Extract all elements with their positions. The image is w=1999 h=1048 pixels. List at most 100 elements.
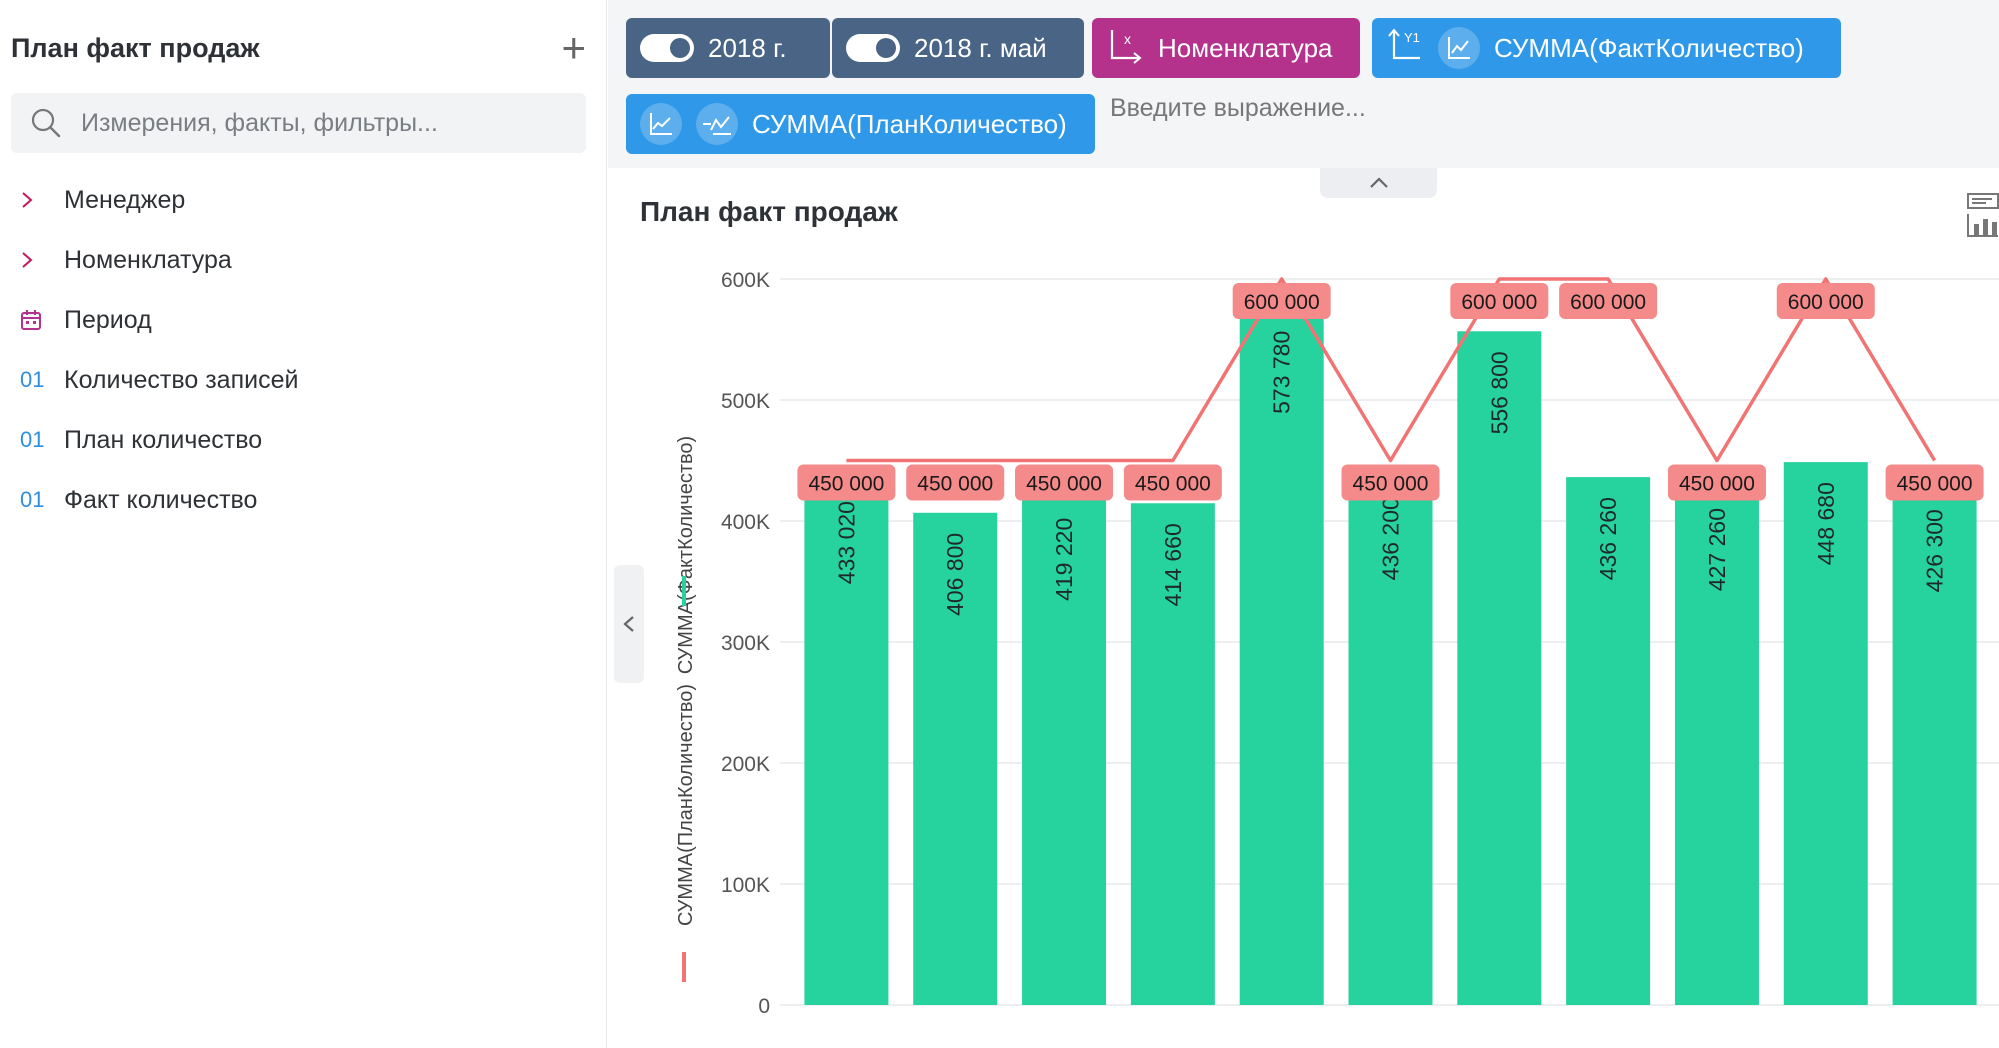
chevron-left-icon [623,616,634,632]
line-value-badge [1776,283,1875,319]
sidebar-item-label: Количество записей [64,365,299,394]
line-value-label: 450 000 [808,473,884,496]
calendar-icon [20,309,64,331]
line-value-badge [906,464,1005,501]
sidebar-item-label: План количество [64,425,263,454]
chart-title: План факт продаж [640,196,898,227]
y-tick-label: 500K [721,390,770,413]
sidebar-item-label: Факт количество [64,485,258,514]
sidebar-item-nomenclature[interactable]: Номенклатура [0,230,600,290]
filter-chip-month[interactable]: 2018 г. май [832,18,1084,78]
chevron-right-icon[interactable] [20,250,64,270]
bar-value-label: 436 200 [1378,497,1404,580]
line-value-label: 450 000 [1679,473,1755,496]
bar-value-label: 436 260 [1595,497,1621,580]
search-box [11,93,586,153]
sidebar-item-record-count[interactable]: 01 Количество записей [0,350,600,410]
sidebar-header: План факт продаж + [11,24,586,71]
expression-input[interactable] [1110,94,1430,123]
sidebar-item-label: Период [64,305,152,334]
sidebar-item-label: Менеджер [64,185,186,214]
numeric-icon: 01 [20,427,45,452]
sidebar: План факт продаж + Менеджер Номенклатура… [0,0,607,1048]
line-value-badge [797,464,896,501]
bar [1239,310,1324,1005]
bar [1457,331,1542,1006]
line-value-badge [1341,464,1440,501]
y-tick-label: 300K [721,632,770,655]
search-icon [11,93,81,153]
chart-type-icon[interactable] [1966,192,1999,240]
bar-value-label: 426 300 [1922,509,1948,592]
toggle-icon[interactable] [846,34,900,62]
svg-text:Y1: Y1 [1404,30,1420,45]
x-axis-icon: x [1106,26,1144,71]
sidebar-item-period[interactable]: Период [0,290,600,350]
bar [1892,489,1977,1005]
sidebar-title: План факт продаж [11,32,260,63]
sidebar-item-manager[interactable]: Менеджер [0,170,600,230]
field-list: Менеджер Номенклатура Период 01 Количест… [0,170,600,530]
chevron-right-icon[interactable] [20,190,64,210]
bar-value-label: 414 660 [1160,523,1186,606]
y-axis-title-fact: СУММА(ФактКоличество) [675,436,697,674]
numeric-icon: 01 [20,487,45,512]
sidebar-item-label: Номенклатура [64,245,232,274]
line-value-label: 450 000 [1897,473,1973,496]
sidebar-item-fact-quantity[interactable]: 01 Факт количество [0,470,600,530]
chip-label: 2018 г. май [914,32,1047,63]
y1-measure-chip[interactable]: Y1 СУММА(ФактКоличество) [1372,18,1841,78]
query-toolbar: 2018 г. 2018 г. май x Номенклатура Y1 СУ… [608,0,1999,168]
bar [1783,462,1868,1006]
line-value-label: 450 000 [1026,473,1102,496]
line-value-label: 600 000 [1570,291,1646,314]
line-value-label: 600 000 [1788,291,1864,314]
bar-value-label: 556 800 [1486,351,1512,434]
chip-label: 2018 г. [708,32,787,63]
y-tick-label: 400K [721,511,770,534]
line-value-badge [1450,283,1549,319]
svg-text:x: x [1124,31,1131,47]
bar [804,481,889,1006]
bar [913,512,998,1005]
toggle-icon[interactable] [640,34,694,62]
sidebar-item-plan-quantity[interactable]: 01 План количество [0,410,600,470]
line-value-label: 450 000 [1135,473,1211,496]
bar [1130,503,1215,1005]
line-value-badge [1885,464,1984,501]
bar-value-label: 573 780 [1269,331,1295,414]
area-chart-icon[interactable] [640,103,682,145]
combo-chart: 0 100K 200K 300K 400K 500K 600K 433 020 406 800… [675,269,1999,1018]
bar-value-label: 406 800 [942,533,968,616]
y-tick-label: 600K [721,269,770,292]
bar-value-label: 433 020 [833,501,859,584]
line-chart-icon[interactable] [1438,27,1480,69]
bar-value-label: 419 220 [1051,518,1077,601]
collapse-sidebar-button[interactable] [614,565,644,683]
bar-value-label: 427 260 [1704,508,1730,591]
search-input[interactable] [81,108,561,138]
add-icon[interactable]: + [561,24,586,71]
trend-line-icon[interactable] [696,103,738,145]
y-tick-label: 0 [758,995,770,1018]
y2-measure-chip[interactable]: СУММА(ПланКоличество) [626,94,1095,154]
line-value-badge [1015,464,1114,501]
line-value-label: 450 000 [1353,473,1429,496]
y-tick-label: 200K [721,753,770,776]
line-value-badge [1232,283,1331,319]
bar [1566,477,1651,1006]
numeric-icon: 01 [20,367,45,392]
line-value-label: 450 000 [917,473,993,496]
chevron-up-icon [1369,177,1388,188]
x-axis-chip[interactable]: x Номенклатура [1092,18,1360,78]
bar [1674,488,1759,1005]
collapse-toolbar-button[interactable] [1320,168,1437,198]
chip-label: СУММА(ФактКоличество) [1494,32,1804,63]
y1-axis-icon: Y1 [1386,26,1424,71]
line-value-label: 600 000 [1244,291,1320,314]
filter-chip-year[interactable]: 2018 г. [626,18,830,78]
bar [1022,497,1107,1005]
y-tick-label: 100K [721,874,770,897]
chip-label: Номенклатура [1158,32,1333,63]
line-value-label: 600 000 [1461,291,1537,314]
